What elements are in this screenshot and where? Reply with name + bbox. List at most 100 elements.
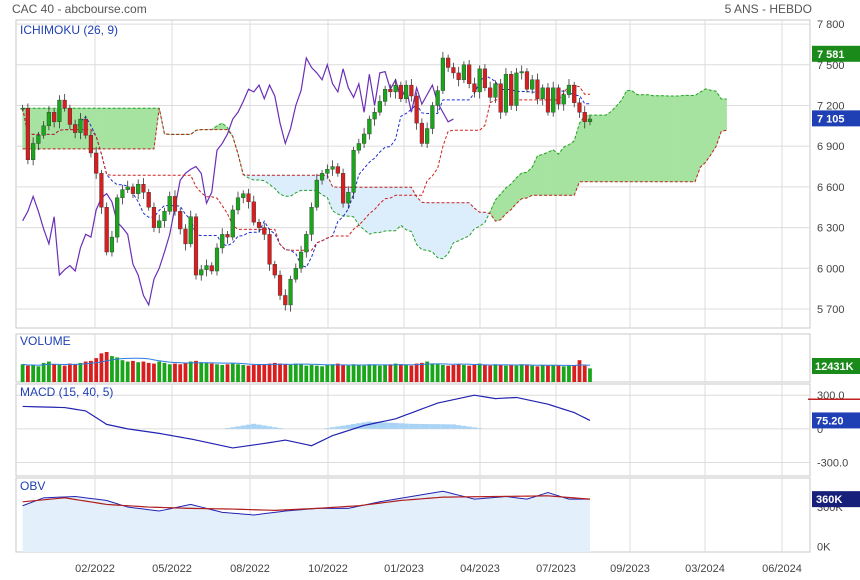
candle-body[interactable] <box>582 112 587 122</box>
candle-body[interactable] <box>83 118 88 136</box>
candle-body[interactable] <box>530 79 535 90</box>
candle-body[interactable] <box>461 64 466 80</box>
candle-body[interactable] <box>25 107 30 160</box>
candle-body[interactable] <box>283 295 288 306</box>
candle-body[interactable] <box>78 118 83 133</box>
candle-body[interactable] <box>540 87 545 99</box>
candle-body[interactable] <box>404 84 409 99</box>
candle-body[interactable] <box>94 152 99 174</box>
candle-body[interactable] <box>230 209 235 238</box>
candle-body[interactable] <box>67 107 72 125</box>
candle-body[interactable] <box>551 87 556 113</box>
candle-body[interactable] <box>577 102 582 113</box>
candle-body[interactable] <box>288 278 293 306</box>
candle-body[interactable] <box>246 193 251 203</box>
candle-body[interactable] <box>414 95 419 124</box>
candle-body[interactable] <box>535 79 540 99</box>
candle-body[interactable] <box>57 99 62 122</box>
candle-body[interactable] <box>46 112 51 127</box>
candle-body[interactable] <box>351 150 356 193</box>
candle-body[interactable] <box>183 228 188 245</box>
candle-body[interactable] <box>451 67 456 74</box>
candle-body[interactable] <box>446 57 451 68</box>
candle-body[interactable] <box>425 128 430 144</box>
candle-body[interactable] <box>272 264 277 276</box>
candle-body[interactable] <box>293 268 298 280</box>
candle-body[interactable] <box>204 265 209 270</box>
candle-body[interactable] <box>325 169 330 174</box>
candle-body[interactable] <box>477 68 482 93</box>
candle-body[interactable] <box>220 234 225 249</box>
candle-body[interactable] <box>146 192 151 208</box>
candle-body[interactable] <box>556 87 561 105</box>
candle-body[interactable] <box>188 216 193 245</box>
candle-body[interactable] <box>309 207 314 235</box>
candle-body[interactable] <box>235 197 241 211</box>
candle-body[interactable] <box>482 68 488 89</box>
candle-body[interactable] <box>267 234 272 265</box>
candle-body[interactable] <box>340 173 346 204</box>
candle-body[interactable] <box>440 57 445 91</box>
candle-body[interactable] <box>125 186 130 190</box>
candle-body[interactable] <box>388 88 393 93</box>
candle-body[interactable] <box>31 143 36 160</box>
candle-body[interactable] <box>256 221 262 228</box>
candle-body[interactable] <box>519 71 524 74</box>
candle-body[interactable] <box>277 274 283 296</box>
candle-body[interactable] <box>356 143 361 151</box>
candle-body[interactable] <box>62 99 67 109</box>
candle-body[interactable] <box>587 118 593 122</box>
candle-body[interactable] <box>367 118 372 135</box>
candle-body[interactable] <box>377 101 382 113</box>
candle-body[interactable] <box>136 183 141 194</box>
candle-body[interactable] <box>36 135 41 144</box>
candle-body[interactable] <box>73 124 78 133</box>
candle-body[interactable] <box>409 84 414 97</box>
candle-body[interactable] <box>104 207 109 253</box>
candle-body[interactable] <box>419 122 424 144</box>
candle-body[interactable] <box>346 192 351 204</box>
candle-body[interactable] <box>566 84 572 95</box>
candle-body[interactable] <box>435 90 440 106</box>
candle-body[interactable] <box>572 84 577 103</box>
candle-body[interactable] <box>545 87 551 113</box>
candle-body[interactable] <box>214 247 220 272</box>
candle-body[interactable] <box>514 72 519 106</box>
candle-body[interactable] <box>88 135 94 154</box>
candle-body[interactable] <box>209 265 214 272</box>
candle-body[interactable] <box>178 211 183 230</box>
candle-body[interactable] <box>330 166 335 170</box>
candle-body[interactable] <box>472 83 477 93</box>
candle-body[interactable] <box>141 183 146 193</box>
candle-body[interactable] <box>157 220 162 228</box>
candle-body[interactable] <box>172 196 178 212</box>
candle-body[interactable] <box>393 84 398 93</box>
candle-body[interactable] <box>167 196 172 212</box>
candle-body[interactable] <box>561 94 566 105</box>
candle-body[interactable] <box>298 251 304 269</box>
candle-body[interactable] <box>151 207 157 228</box>
candle-body[interactable] <box>41 125 46 136</box>
candle-body[interactable] <box>398 84 403 99</box>
candle-body[interactable] <box>319 173 325 181</box>
candle-body[interactable] <box>456 72 461 80</box>
candle-body[interactable] <box>109 236 115 253</box>
candle-body[interactable] <box>314 179 319 208</box>
candle-body[interactable] <box>383 88 388 102</box>
candle-body[interactable] <box>52 112 57 122</box>
candle-body[interactable] <box>99 173 104 208</box>
candle-body[interactable] <box>115 197 120 238</box>
candle-body[interactable] <box>488 87 493 98</box>
candle-body[interactable] <box>372 112 377 120</box>
candle-body[interactable] <box>430 105 435 129</box>
candle-body[interactable] <box>130 186 136 194</box>
candle-body[interactable] <box>509 74 514 106</box>
candle-body[interactable] <box>498 83 503 113</box>
candle-body[interactable] <box>304 234 309 253</box>
candle-body[interactable] <box>251 201 256 223</box>
candle-body[interactable] <box>20 107 25 110</box>
candle-body[interactable] <box>199 269 204 276</box>
candle-body[interactable] <box>467 64 472 84</box>
candle-body[interactable] <box>162 211 167 222</box>
